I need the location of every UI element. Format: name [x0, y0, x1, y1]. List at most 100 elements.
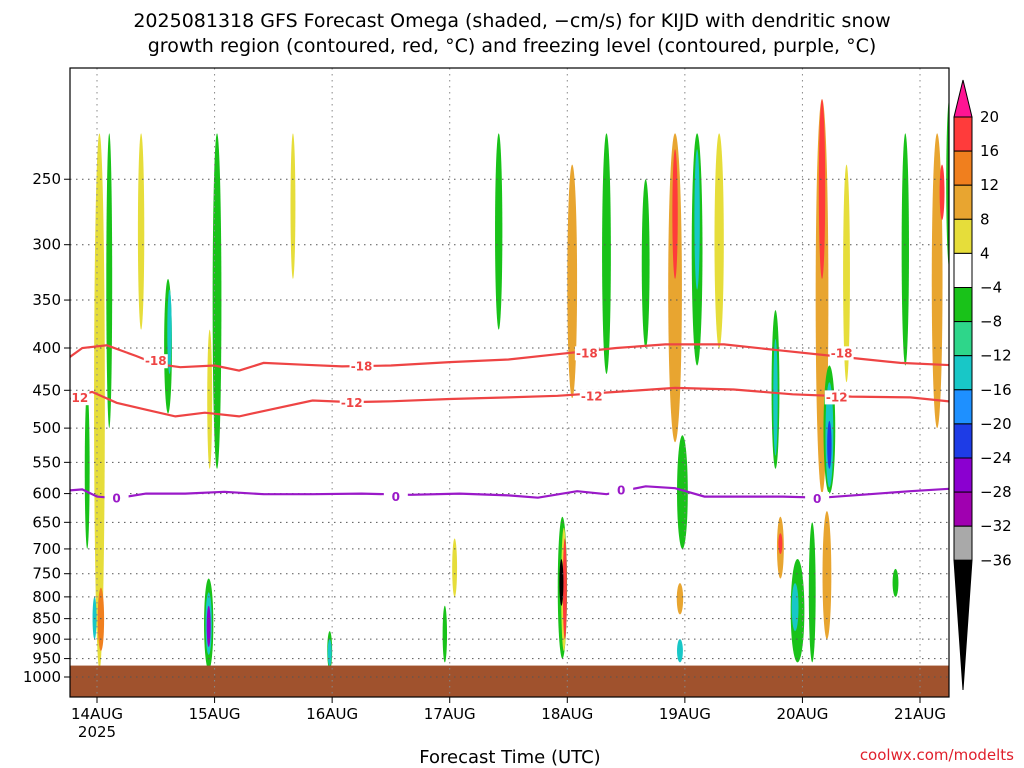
- contour-label-0-0: -18: [145, 354, 167, 368]
- omega-cell-41: [818, 99, 826, 279]
- contour-label-0-1: -18: [351, 359, 373, 373]
- omega-cell-52: [946, 99, 949, 268]
- colorbar-swatch-10: [953, 423, 973, 459]
- contour-label-bg-1-0: [70, 391, 90, 406]
- omega-cell-23: [567, 164, 578, 399]
- contour-label-bg-0-0: [143, 354, 168, 369]
- x-tick-label-1: 15AUG: [189, 705, 241, 723]
- omega-cell-14: [327, 639, 332, 667]
- omega-cell-1: [97, 587, 105, 651]
- contour-label-bg-1-2: [579, 389, 604, 404]
- colorbar-swatch-3: [953, 184, 973, 220]
- omega-cell-22: [559, 559, 564, 606]
- omega-cell-31: [676, 583, 684, 615]
- colorbar-label-13: −36: [980, 551, 1012, 569]
- omega-cell-50: [931, 133, 943, 429]
- colorbar-label-0: 20: [980, 108, 999, 126]
- omega-cell-6: [167, 289, 172, 374]
- omega-cell-51: [939, 164, 945, 220]
- contour-label-bg-2-1: [383, 490, 408, 505]
- colorbar-label-6: −8: [980, 313, 1002, 331]
- contour-lines: -18 -18 -18 -18 -12 -12 -12 -12 0 0 0 0: [67, 343, 949, 506]
- colorbar-label-1: 16: [980, 142, 999, 160]
- y-tick-label-2: 350: [32, 291, 61, 309]
- x-tick-sublabel-0: 2025: [78, 723, 116, 741]
- omega-cell-24: [602, 133, 611, 374]
- x-tick-label-3: 17AUG: [424, 705, 476, 723]
- contour-label-0-2: -18: [576, 346, 598, 360]
- y-axis: 250 300 350 400 450 500 550 600 650 700 750 800 850 9…: [23, 170, 70, 686]
- omega-cell-47: [843, 164, 850, 383]
- omega-cell-27: [672, 149, 678, 279]
- omega-cell-11: [212, 133, 222, 469]
- surface-fill: [70, 665, 949, 697]
- colorbar-swatch-7: [953, 321, 973, 357]
- omega-cell-44: [827, 420, 832, 469]
- contour-label-2-0: 0: [112, 491, 120, 505]
- omega-cell-29: [694, 149, 700, 290]
- y-tick-label-8: 650: [32, 513, 61, 531]
- colorbar-label-12: −32: [980, 517, 1012, 535]
- colorbar-label-10: −24: [980, 449, 1012, 467]
- contour-1: [70, 386, 949, 418]
- contour-label-1-0: -12: [67, 391, 89, 405]
- colorbar-top-arrow: [953, 79, 973, 118]
- y-tick-label-5: 500: [32, 419, 61, 437]
- contour-label-bg-2-3: [805, 491, 830, 506]
- colorbar-label-4: 4: [980, 244, 990, 262]
- y-tick-label-12: 850: [32, 610, 61, 628]
- credit-text: coolwx.com/modelts: [860, 746, 1014, 764]
- omega-cell-33: [714, 133, 724, 348]
- y-tick-label-1: 300: [32, 236, 61, 254]
- contour-label-bg-2-0: [104, 491, 129, 506]
- contour-label-bg-0-3: [829, 346, 854, 361]
- colorbar-label-8: −16: [980, 381, 1012, 399]
- contour-label-bg-1-3: [824, 390, 849, 405]
- x-tick-label-5: 19AUG: [659, 705, 711, 723]
- contour-label-1-2: -12: [581, 390, 603, 404]
- omega-cell-39: [791, 583, 799, 632]
- contour-label-0-3: -18: [831, 346, 853, 360]
- contour-label-bg-0-2: [574, 346, 599, 361]
- contour-label-bg-2-2: [609, 483, 634, 498]
- contour-label-bg-1-1: [339, 395, 364, 410]
- y-tick-label-0: 250: [32, 170, 61, 188]
- plot-area: -18 -18 -18 -18 -12 -12 -12 -12 0 0 0 0: [67, 68, 949, 697]
- y-tick-label-10: 750: [32, 565, 61, 583]
- colorbar-label-5: −4: [980, 279, 1002, 297]
- contour-label-2-3: 0: [813, 492, 821, 506]
- chart-title-line-2: growth region (contoured, red, °C) and f…: [148, 35, 877, 57]
- omega-cell-25: [641, 179, 650, 348]
- x-tick-label-2: 16AUG: [306, 705, 358, 723]
- omega-cell-35: [773, 338, 778, 456]
- omega-cell-48: [901, 133, 909, 366]
- y-tick-label-6: 550: [32, 453, 61, 471]
- omega-cell-12: [207, 329, 213, 469]
- omega-cell-7: [137, 133, 145, 330]
- colorbar-swatch-8: [953, 355, 973, 391]
- y-tick-label-9: 700: [32, 540, 61, 558]
- x-tick-label-4: 18AUG: [541, 705, 593, 723]
- omega-cell-18: [495, 133, 503, 330]
- colorbar-swatch-6: [953, 287, 973, 323]
- omega-cell-26: [668, 133, 682, 443]
- x-tick-label-6: 20AUG: [776, 705, 828, 723]
- y-tick-label-13: 900: [32, 630, 61, 648]
- colorbar-swatch-13: [953, 525, 973, 561]
- omega-cell-2: [92, 596, 97, 640]
- y-tick-label-15: 1000: [23, 668, 61, 686]
- plot-frame: [69, 67, 950, 698]
- omega-cell-49: [892, 568, 899, 597]
- x-axis-title: Forecast Time (UTC): [419, 747, 600, 768]
- y-tick-label-3: 400: [32, 339, 61, 357]
- contour-label-1-1: -12: [341, 396, 363, 410]
- contour-label-2-1: 0: [392, 490, 400, 504]
- colorbar-label-9: −20: [980, 415, 1012, 433]
- omega-cell-46: [808, 522, 816, 663]
- colorbar-swatch-12: [953, 491, 973, 527]
- colorbar-swatch-9: [953, 389, 973, 425]
- omega-cell-17: [452, 538, 458, 597]
- contour-label-2-2: 0: [617, 484, 625, 498]
- y-tick-label-14: 950: [32, 650, 61, 668]
